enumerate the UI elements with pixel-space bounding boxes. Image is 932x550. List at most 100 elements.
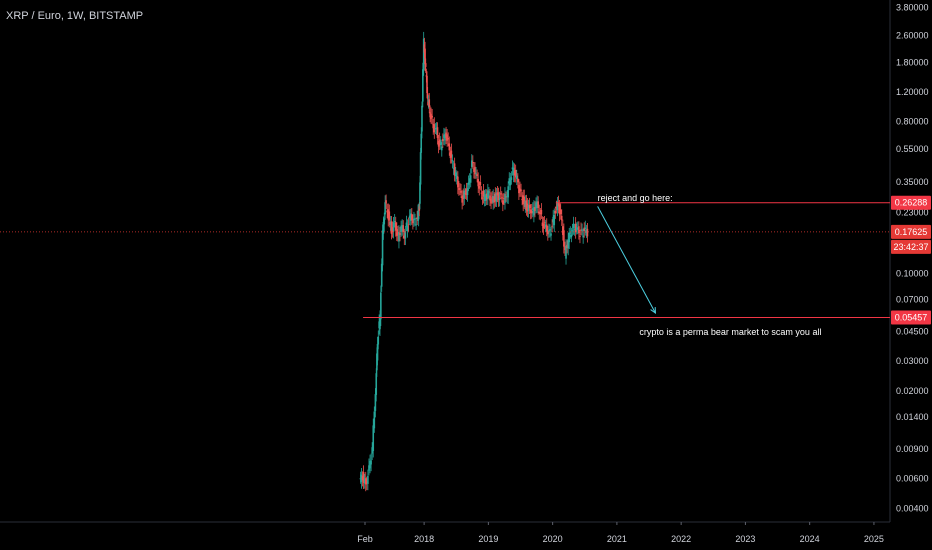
y-tick-label: 0.02000: [896, 386, 929, 396]
candle-body: [560, 215, 563, 221]
candle-body: [412, 218, 414, 224]
candle-body: [579, 235, 581, 237]
candle-body: [542, 223, 545, 229]
candle-body: [489, 195, 491, 201]
candle-body: [419, 182, 421, 204]
candle-body: [396, 229, 398, 236]
candle-body: [583, 227, 586, 231]
candle-body: [568, 232, 571, 243]
candle-body: [495, 192, 498, 202]
candle-body: [548, 230, 550, 232]
candle-body: [478, 185, 481, 189]
candle-body: [421, 105, 423, 132]
candle-body: [497, 192, 500, 201]
candle-body: [434, 128, 437, 130]
candle-body: [362, 472, 365, 483]
reject-level-line-tag: [891, 195, 931, 210]
candle-body: [473, 168, 475, 172]
candle-body: [416, 217, 418, 219]
candle-body: [429, 112, 431, 118]
candle-body: [376, 353, 378, 371]
candle-body: [528, 204, 531, 209]
candle-body: [444, 134, 446, 141]
countdown-tag-text: 23:42:37: [893, 242, 928, 252]
candle-body: [580, 229, 582, 231]
candle-body: [452, 167, 455, 169]
candle-body: [498, 198, 501, 201]
candle-body: [563, 230, 565, 247]
candle-body: [378, 321, 380, 329]
candle-body: [513, 170, 516, 176]
candle-body: [476, 174, 478, 177]
candle-body: [376, 343, 379, 361]
candle-body: [377, 336, 380, 345]
candle-body: [447, 138, 450, 140]
candle-body: [420, 133, 423, 153]
candle-body: [552, 216, 554, 223]
candle-body: [512, 167, 515, 176]
candle-body: [570, 234, 573, 238]
candle-body: [480, 192, 483, 194]
x-tick-label: 2025: [864, 534, 884, 544]
last-price-tag: [891, 224, 931, 239]
candle-body: [518, 184, 520, 194]
candle-body: [386, 210, 388, 213]
candle-body: [382, 221, 385, 234]
candle-body: [499, 193, 502, 195]
candle-body: [578, 226, 580, 234]
candle-body: [562, 226, 564, 235]
candle-body: [449, 152, 452, 159]
candle-body: [526, 203, 529, 212]
candle-body: [549, 228, 551, 231]
candle-body: [409, 213, 412, 221]
candle-body: [363, 478, 366, 484]
candle-body: [538, 211, 541, 214]
candle-body: [457, 176, 459, 188]
candle-body: [436, 127, 439, 138]
candle-body: [573, 228, 576, 230]
candle-body: [387, 209, 390, 220]
candle-body: [558, 204, 561, 215]
candle-body: [368, 465, 370, 471]
candle-body: [466, 188, 469, 196]
arrow-line: [597, 206, 656, 314]
candle-body: [432, 123, 435, 129]
candle-body: [539, 213, 542, 215]
candle-body: [481, 197, 484, 199]
candle-body: [468, 178, 471, 183]
candle-body: [414, 218, 416, 220]
last-price-tag-text: 0.17625: [895, 227, 928, 237]
candle-body: [407, 224, 410, 226]
candle-body: [397, 231, 399, 235]
candle-body: [463, 190, 466, 199]
candle-body: [554, 210, 557, 214]
candle-body: [572, 223, 575, 229]
candle-body: [556, 201, 559, 211]
y-tick-label: 0.01400: [896, 412, 929, 422]
candle-body: [485, 193, 488, 200]
candle-body: [366, 481, 368, 484]
candle-body: [510, 177, 513, 180]
y-tick-label: 0.80000: [896, 116, 929, 126]
candle-body: [520, 189, 522, 192]
candle-body: [440, 146, 443, 151]
symbol-title: XRP / Euro, 1W, BITSTAMP: [6, 10, 144, 22]
candle-body: [532, 208, 534, 211]
candle-body: [503, 198, 505, 200]
candle-body: [491, 197, 493, 199]
candle-body: [461, 196, 463, 203]
y-tick-label: 3.80000: [896, 3, 929, 13]
candle-body: [522, 195, 524, 205]
candle-body: [551, 225, 553, 227]
x-tick-label: 2021: [607, 534, 627, 544]
candle-body: [482, 190, 485, 197]
candle-body: [547, 230, 549, 235]
candle-body: [380, 263, 383, 287]
candle-body: [487, 190, 489, 199]
candle-body: [533, 207, 535, 216]
candle-body: [406, 225, 409, 232]
y-tick-label: 0.00400: [896, 503, 929, 513]
candle-body: [428, 99, 431, 107]
